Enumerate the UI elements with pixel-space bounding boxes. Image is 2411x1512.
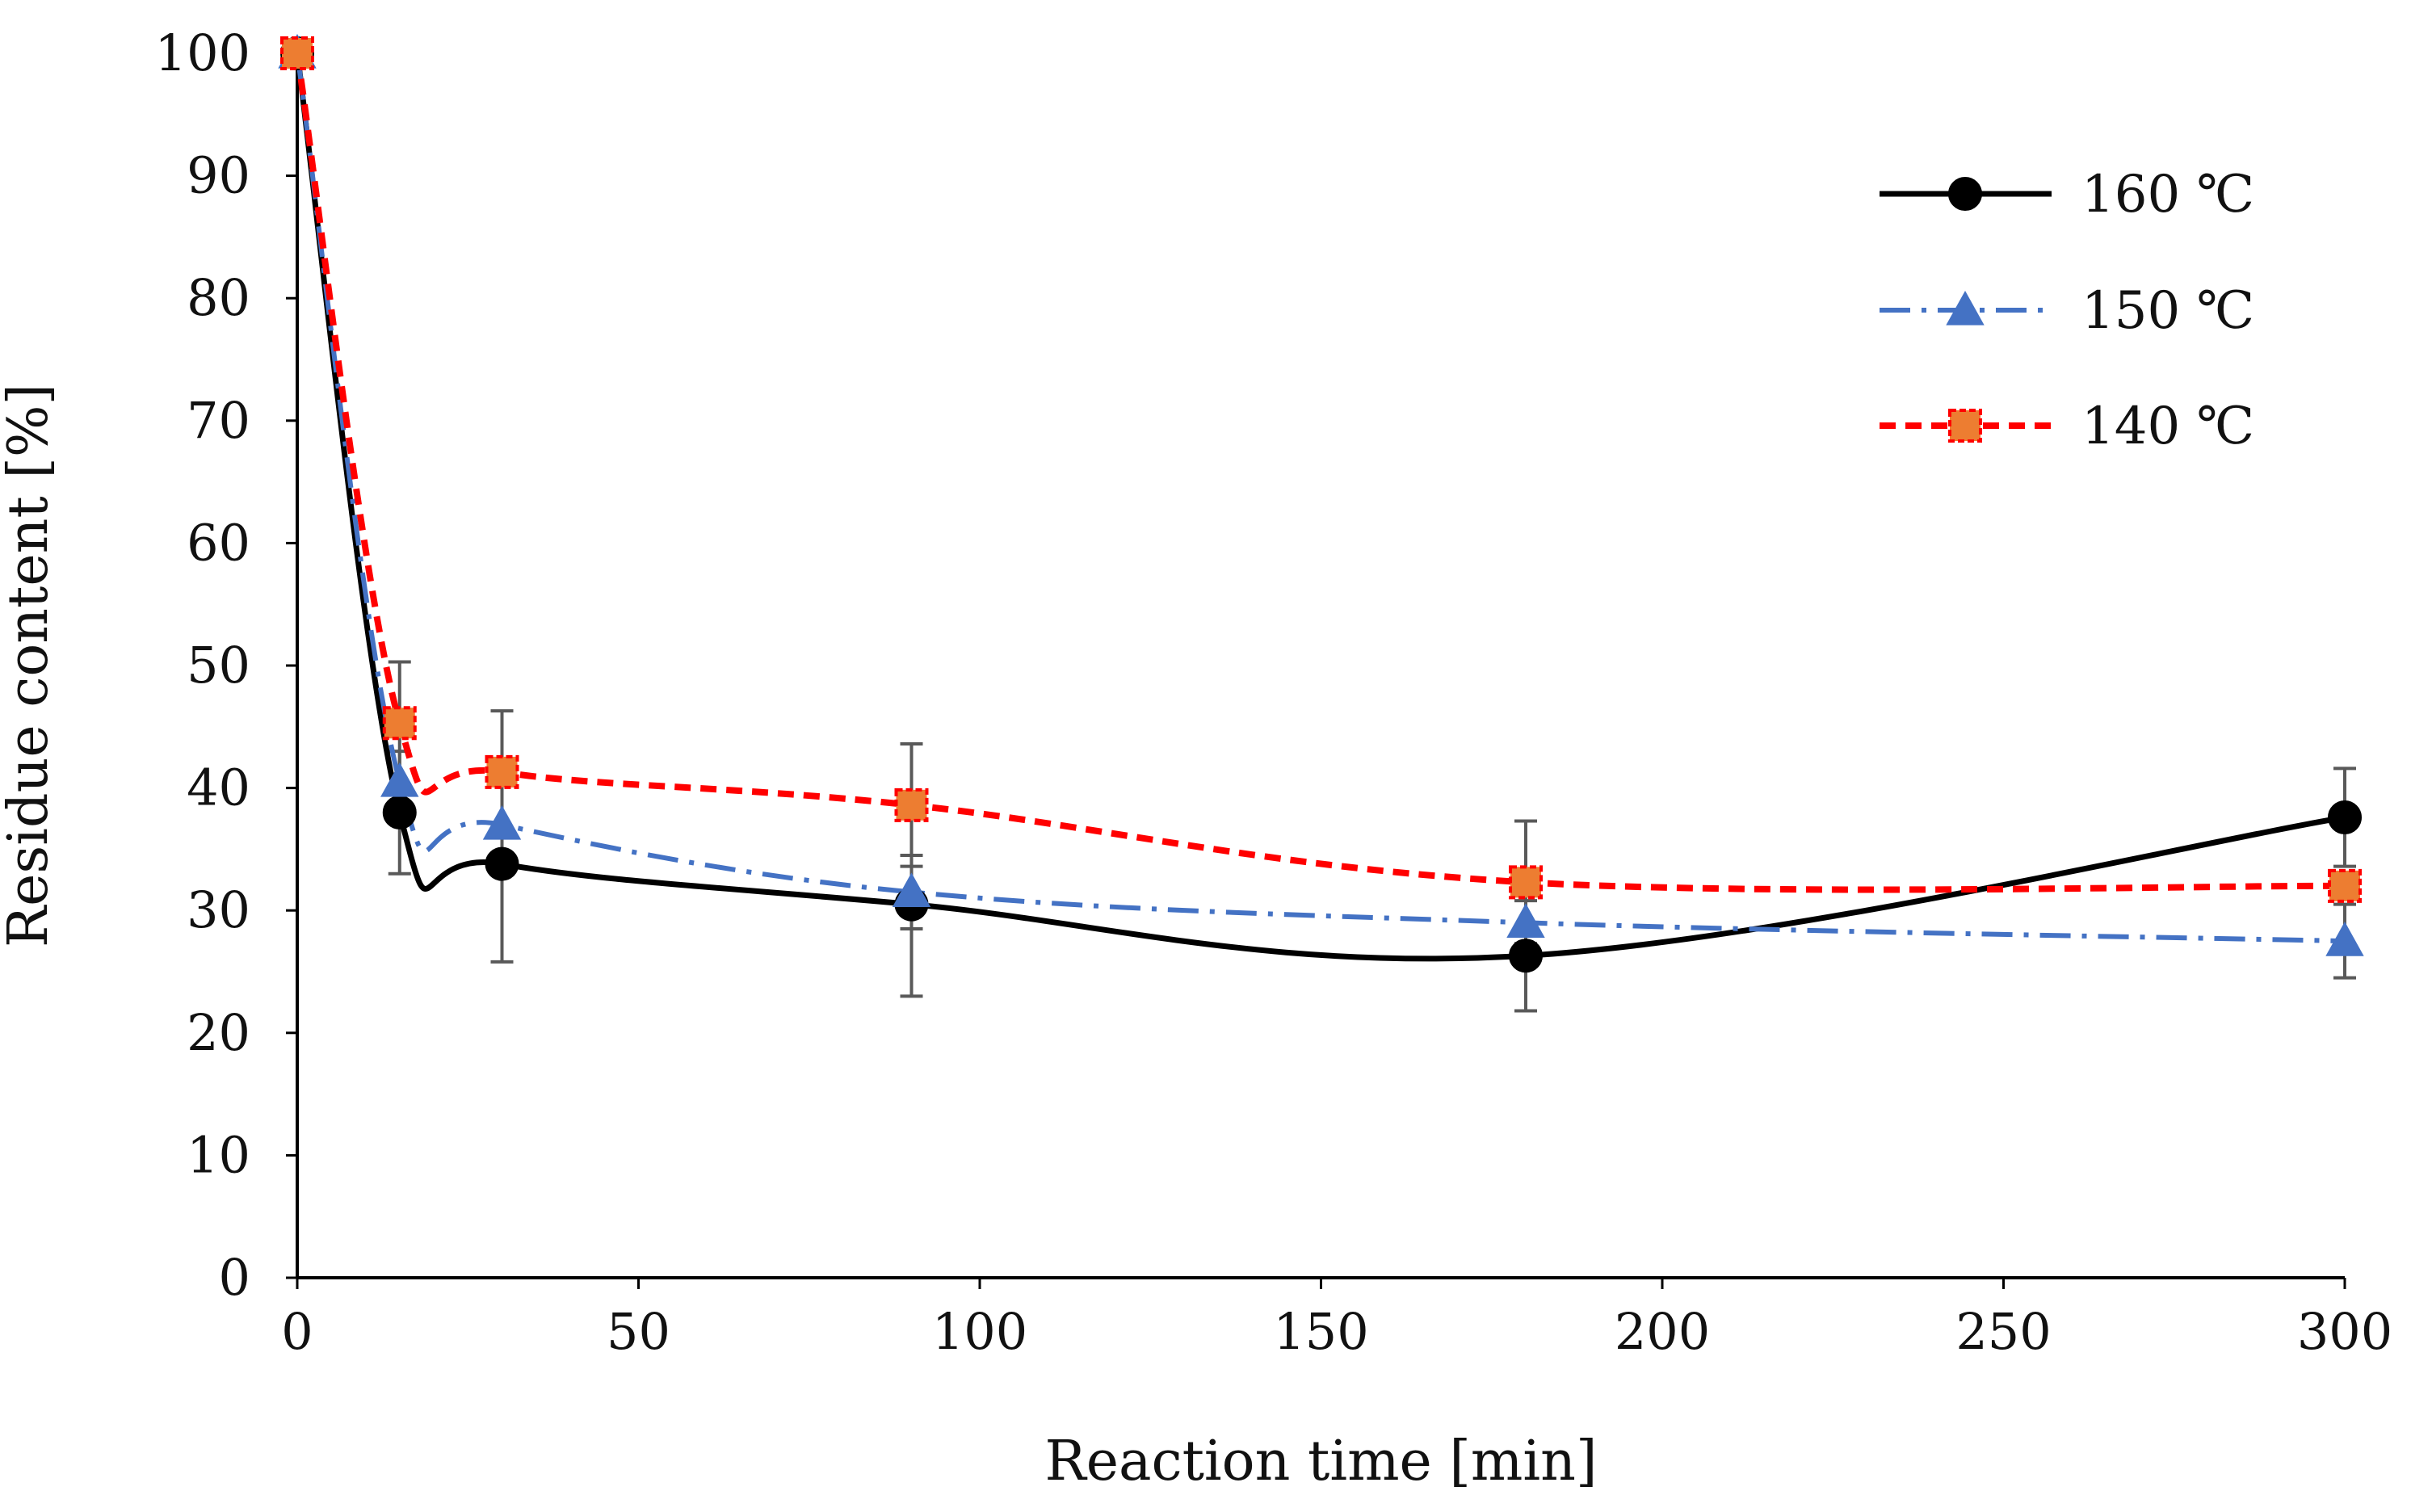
- x-axis-title: Reaction time [min]: [1045, 1430, 1598, 1493]
- legend-marker-1: [1948, 177, 1982, 211]
- x-tick-label: 200: [1615, 1302, 1710, 1361]
- legend-marker-3: [1948, 409, 1982, 443]
- data-point-series-3: [1509, 865, 1543, 900]
- y-tick-label: 70: [187, 391, 250, 450]
- x-tick-label: 100: [932, 1302, 1027, 1361]
- x-tick-label: 0: [281, 1302, 313, 1361]
- y-axis-title: Residue content [%]: [0, 384, 61, 947]
- y-tick-label: 30: [187, 880, 250, 939]
- data-point-series-3: [485, 754, 519, 789]
- x-tick-label: 50: [607, 1302, 670, 1361]
- axes-layer: [286, 37, 2346, 1289]
- series-layer: [294, 52, 2346, 962]
- data-point-series-1: [1509, 939, 1543, 973]
- y-tick-label: 40: [187, 758, 250, 817]
- series-line-1: [294, 52, 2346, 962]
- data-point-series-3: [894, 788, 929, 822]
- legend-label-2: 150 ℃: [2081, 281, 2254, 341]
- y-tick-label: 50: [187, 636, 250, 695]
- data-point-series-3: [2328, 868, 2362, 903]
- marker-layer: [278, 33, 2364, 973]
- legend-marker-2: [1946, 290, 1985, 326]
- data-point-series-3: [382, 706, 417, 741]
- y-tick-label: 60: [187, 513, 250, 572]
- label-layer: 0 10 20 30 40 50 60 70 80 90 100 0 50 100 150 200 250 300…: [0, 23, 2392, 1493]
- data-point-series-2: [892, 872, 931, 908]
- y-tick-label: 90: [187, 146, 250, 205]
- x-tick-label: 250: [1955, 1302, 2051, 1361]
- x-tick-label: 150: [1273, 1302, 1368, 1361]
- data-point-series-1: [485, 846, 519, 881]
- legend-layer: 160 ℃ 150 ℃ 140 ℃: [1880, 165, 2254, 456]
- legend-label-3: 140 ℃: [2081, 397, 2254, 456]
- data-point-series-2: [482, 805, 522, 840]
- data-point-series-1: [2328, 800, 2362, 834]
- y-tick-label: 10: [187, 1125, 250, 1184]
- x-tick-label: 300: [2297, 1302, 2392, 1361]
- series-line-3: [294, 52, 2346, 893]
- y-tick-label: 20: [187, 1003, 250, 1062]
- legend-label-1: 160 ℃: [2081, 165, 2254, 225]
- series-line-2: [295, 52, 2346, 944]
- y-tick-label: 100: [155, 23, 250, 82]
- data-point-series-2: [2325, 922, 2364, 956]
- data-point-series-2: [380, 762, 419, 797]
- data-point-series-2: [1506, 903, 1545, 938]
- data-point-series-3: [280, 36, 314, 70]
- y-tick-label: 0: [219, 1248, 250, 1307]
- y-tick-label: 80: [187, 268, 250, 327]
- data-point-series-1: [382, 795, 417, 830]
